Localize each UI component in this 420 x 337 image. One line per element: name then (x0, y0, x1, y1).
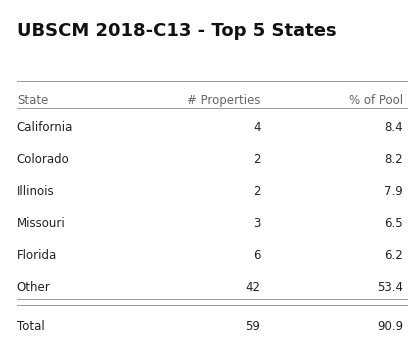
Text: Illinois: Illinois (17, 185, 55, 197)
Text: 2: 2 (253, 153, 260, 165)
Text: 2: 2 (253, 185, 260, 197)
Text: 6.2: 6.2 (384, 249, 403, 262)
Text: 7.9: 7.9 (384, 185, 403, 197)
Text: 6: 6 (253, 249, 260, 262)
Text: % of Pool: % of Pool (349, 94, 403, 108)
Text: 59: 59 (246, 320, 260, 333)
Text: 42: 42 (245, 281, 260, 294)
Text: 3: 3 (253, 217, 260, 229)
Text: 4: 4 (253, 121, 260, 133)
Text: State: State (17, 94, 48, 108)
Text: Missouri: Missouri (17, 217, 66, 229)
Text: 8.2: 8.2 (385, 153, 403, 165)
Text: 90.9: 90.9 (377, 320, 403, 333)
Text: Other: Other (17, 281, 50, 294)
Text: # Properties: # Properties (187, 94, 260, 108)
Text: UBSCM 2018-C13 - Top 5 States: UBSCM 2018-C13 - Top 5 States (17, 22, 336, 40)
Text: Florida: Florida (17, 249, 57, 262)
Text: California: California (17, 121, 73, 133)
Text: Total: Total (17, 320, 45, 333)
Text: 8.4: 8.4 (385, 121, 403, 133)
Text: Colorado: Colorado (17, 153, 70, 165)
Text: 53.4: 53.4 (377, 281, 403, 294)
Text: 6.5: 6.5 (385, 217, 403, 229)
